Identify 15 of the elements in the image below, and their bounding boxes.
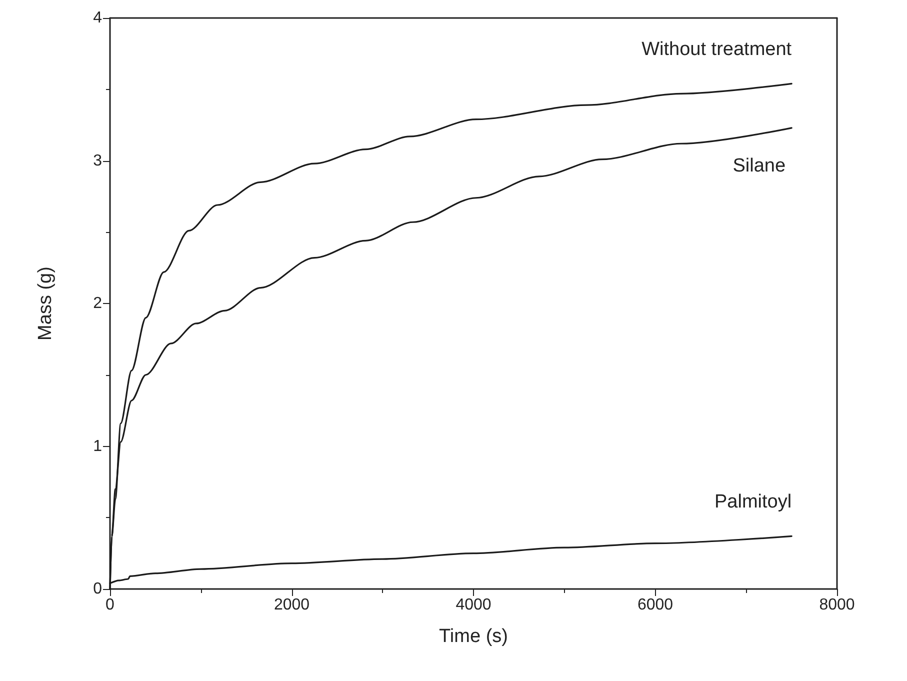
y-tick-label: 3	[93, 152, 102, 170]
x-tick-label: 4000	[456, 596, 492, 614]
x-tick-label: 0	[106, 596, 115, 614]
y-tick-label: 4	[93, 10, 102, 26]
y-tick-label: 2	[93, 295, 102, 312]
series-label: Palmitoyl	[714, 492, 792, 513]
x-tick-label: 2000	[274, 596, 310, 614]
x-axis-title: Time (s)	[439, 626, 508, 647]
series-label: Silane	[732, 155, 786, 176]
y-axis-title: Mass (g)	[35, 266, 56, 340]
x-tick-label: 8000	[819, 596, 855, 614]
series-label: Without treatment	[642, 39, 792, 60]
y-tick-label: 1	[93, 438, 102, 455]
x-tick-label: 6000	[637, 596, 674, 614]
y-tick-label: 0	[93, 580, 102, 598]
